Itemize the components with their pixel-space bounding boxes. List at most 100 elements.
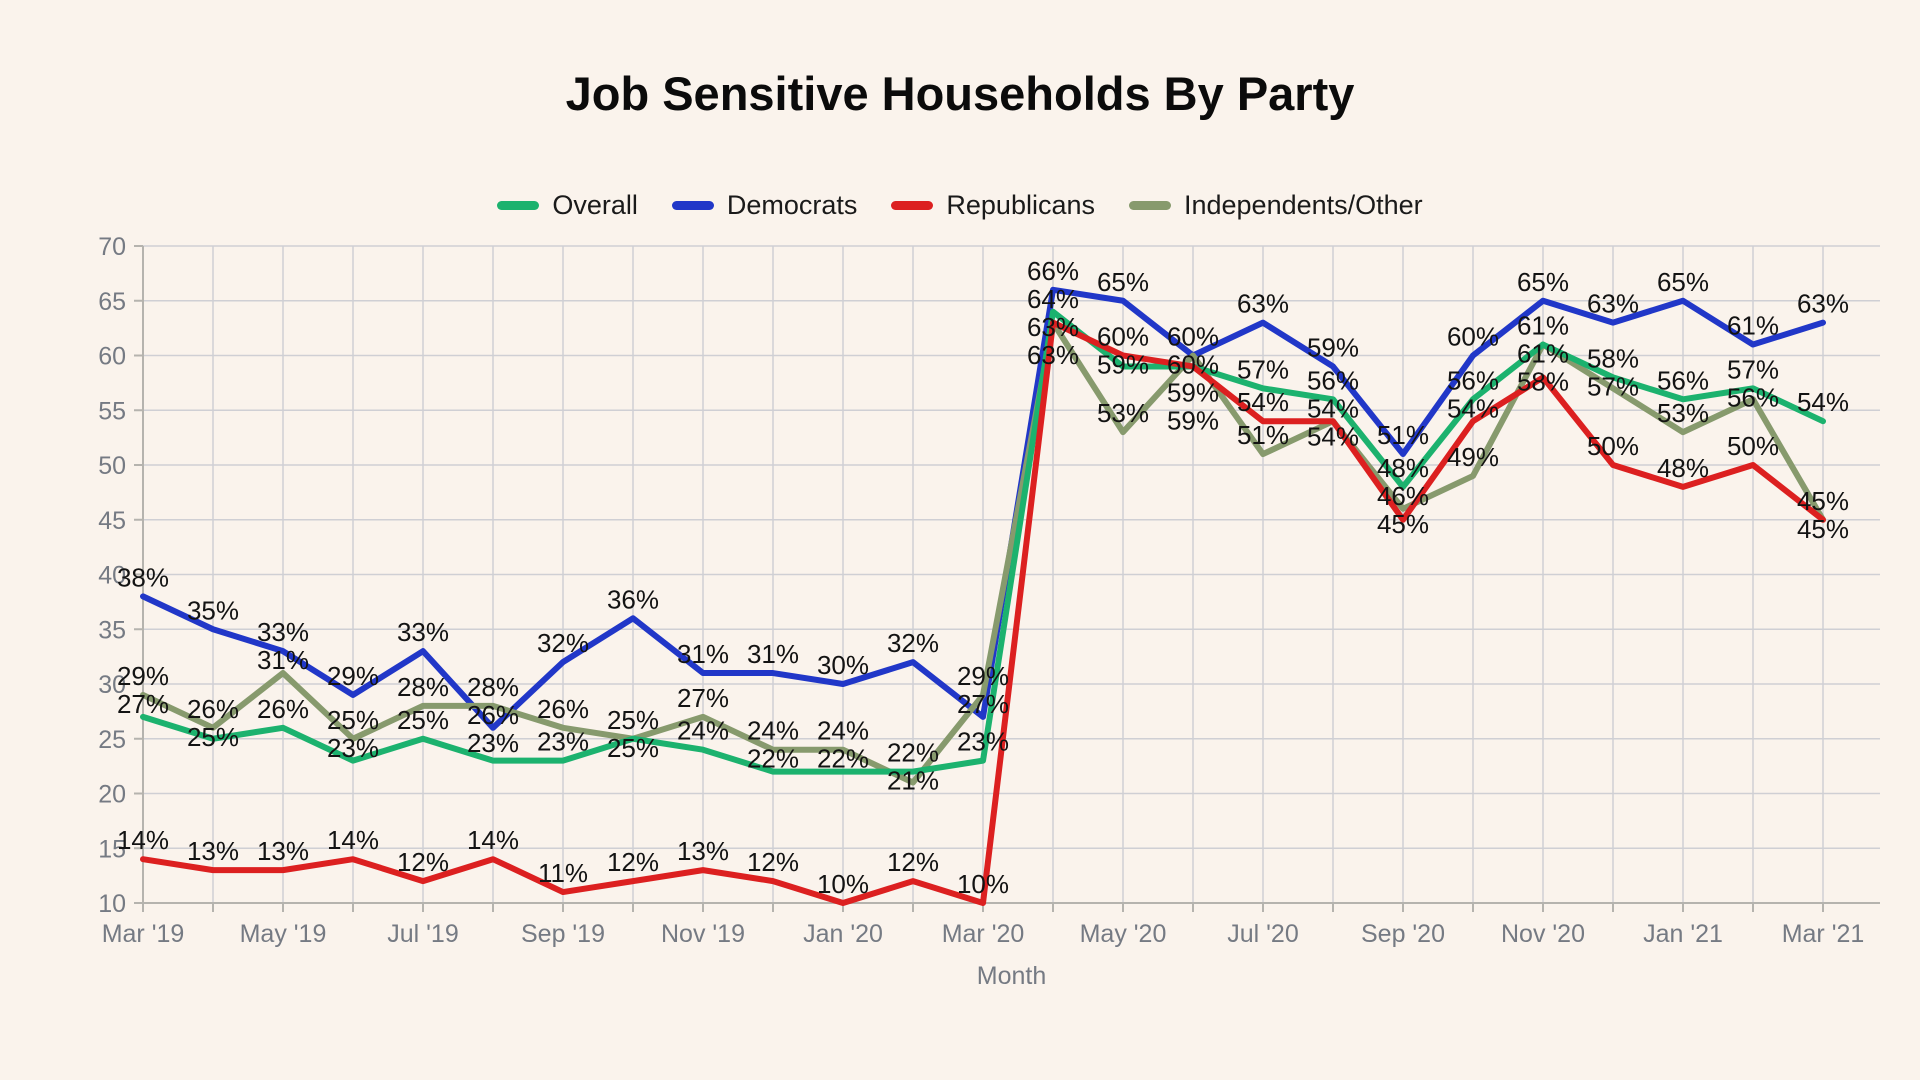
data-label: 60% — [1167, 322, 1219, 352]
data-label: 53% — [1097, 398, 1149, 428]
legend-swatch-independents — [1128, 201, 1171, 210]
data-label: 29% — [327, 661, 379, 691]
x-tick-label: Mar '19 — [102, 920, 185, 948]
data-label: 60% — [1447, 322, 1499, 352]
data-label: 61% — [1517, 339, 1569, 369]
data-label: 45% — [1377, 509, 1429, 539]
data-label: 65% — [1097, 267, 1149, 297]
data-label: 11% — [538, 858, 588, 888]
y-tick-label: 50 — [98, 452, 126, 480]
data-label: 54% — [1797, 387, 1849, 417]
chart-title: Job Sensitive Households By Party — [565, 67, 1355, 120]
x-tick-label: Jul '20 — [1227, 920, 1298, 948]
data-label: 23% — [327, 733, 379, 763]
x-tick-label: Sep '20 — [1361, 920, 1445, 948]
data-label: 21% — [887, 766, 939, 796]
data-label: 57% — [1727, 354, 1779, 384]
data-label: 50% — [1727, 431, 1779, 461]
y-tick-label: 65 — [98, 288, 126, 316]
data-label: 45% — [1797, 486, 1849, 516]
x-axis-title: Month — [977, 962, 1046, 990]
data-label: 26% — [257, 694, 309, 724]
data-label: 57% — [1587, 371, 1639, 401]
legend-swatch-republicans — [891, 201, 934, 210]
data-label: 61% — [1517, 311, 1569, 341]
data-label: 48% — [1377, 453, 1429, 483]
data-label: 59% — [1307, 332, 1359, 362]
legend-label-independents: Independents/Other — [1183, 190, 1423, 220]
data-label: 65% — [1517, 267, 1569, 297]
data-label: 46% — [1377, 481, 1429, 511]
x-tick-label: Nov '20 — [1501, 920, 1585, 948]
data-label: 12% — [607, 847, 659, 877]
data-label: 23% — [467, 728, 519, 758]
data-label: 54% — [1447, 393, 1499, 423]
legend-label-democrats: Democrats — [726, 190, 858, 220]
data-label: 48% — [1657, 453, 1709, 483]
data-label: 25% — [397, 705, 449, 735]
data-label: 24% — [747, 716, 799, 746]
data-label: 28% — [397, 672, 449, 702]
legend-label-overall: Overall — [552, 190, 638, 220]
data-label: 59% — [1167, 378, 1219, 408]
y-tick-label: 40 — [98, 562, 126, 590]
data-label: 36% — [607, 584, 659, 614]
series-line-democrats — [140, 286, 1826, 731]
legend-item-republicans[interactable]: Republicans — [891, 190, 1095, 221]
data-label: 63% — [1237, 289, 1289, 319]
x-tick-label: May '20 — [1080, 920, 1167, 948]
data-label: 59% — [1097, 350, 1149, 380]
y-tick-label: 30 — [98, 671, 126, 699]
data-label: 23% — [537, 727, 589, 757]
legend-item-independents[interactable]: Independents/Other — [1128, 190, 1423, 221]
legend-swatch-democrats — [671, 201, 714, 210]
data-label: 38% — [117, 562, 169, 592]
data-label: 25% — [187, 722, 239, 752]
data-label: 26% — [187, 694, 239, 724]
data-label: 27% — [677, 683, 729, 713]
y-tick-label: 55 — [98, 397, 126, 425]
x-tick-label: Mar '20 — [942, 920, 1025, 948]
data-label: 50% — [1587, 431, 1639, 461]
data-label: 60% — [1097, 322, 1149, 352]
data-label: 13% — [677, 836, 729, 866]
data-label: 65% — [1657, 267, 1709, 297]
data-label: 49% — [1447, 442, 1499, 472]
data-label: 58% — [1587, 343, 1639, 373]
data-label: 56% — [1657, 365, 1709, 395]
data-label: 24% — [677, 716, 729, 746]
data-label: 10% — [817, 869, 869, 899]
data-label: 29% — [957, 661, 1009, 691]
data-label: 66% — [1027, 256, 1079, 286]
data-label: 27% — [117, 689, 169, 719]
data-label: 13% — [257, 836, 309, 866]
data-label: 25% — [327, 705, 379, 735]
data-label: 24% — [817, 716, 869, 746]
legend-item-overall[interactable]: Overall — [497, 190, 638, 221]
data-label: 59% — [1167, 406, 1219, 436]
data-label: 33% — [397, 617, 449, 647]
data-label: 54% — [1307, 421, 1359, 451]
y-tick-label: 60 — [98, 343, 126, 371]
data-label: 26% — [467, 700, 519, 730]
y-tick-label: 45 — [98, 507, 126, 535]
data-label: 14% — [327, 825, 379, 855]
data-label: 63% — [1027, 340, 1079, 370]
x-tick-label: Sep '19 — [521, 920, 605, 948]
y-tick-label: 15 — [98, 835, 126, 863]
data-label: 56% — [1447, 365, 1499, 395]
legend-item-democrats[interactable]: Democrats — [671, 190, 858, 221]
data-label: 56% — [1727, 382, 1779, 412]
y-tick-label: 20 — [98, 781, 126, 809]
data-label: 53% — [1657, 398, 1709, 428]
data-label: 14% — [117, 825, 169, 855]
x-tick-label: Jan '20 — [803, 920, 883, 948]
data-label: 63% — [1027, 312, 1079, 342]
x-tick-label: May '19 — [240, 920, 327, 948]
chart-legend: Overall Democrats Republicans Independen… — [0, 190, 1920, 221]
data-label: 57% — [1237, 354, 1289, 384]
data-label: 54% — [1307, 393, 1359, 423]
x-tick-label: Mar '21 — [1782, 920, 1865, 948]
